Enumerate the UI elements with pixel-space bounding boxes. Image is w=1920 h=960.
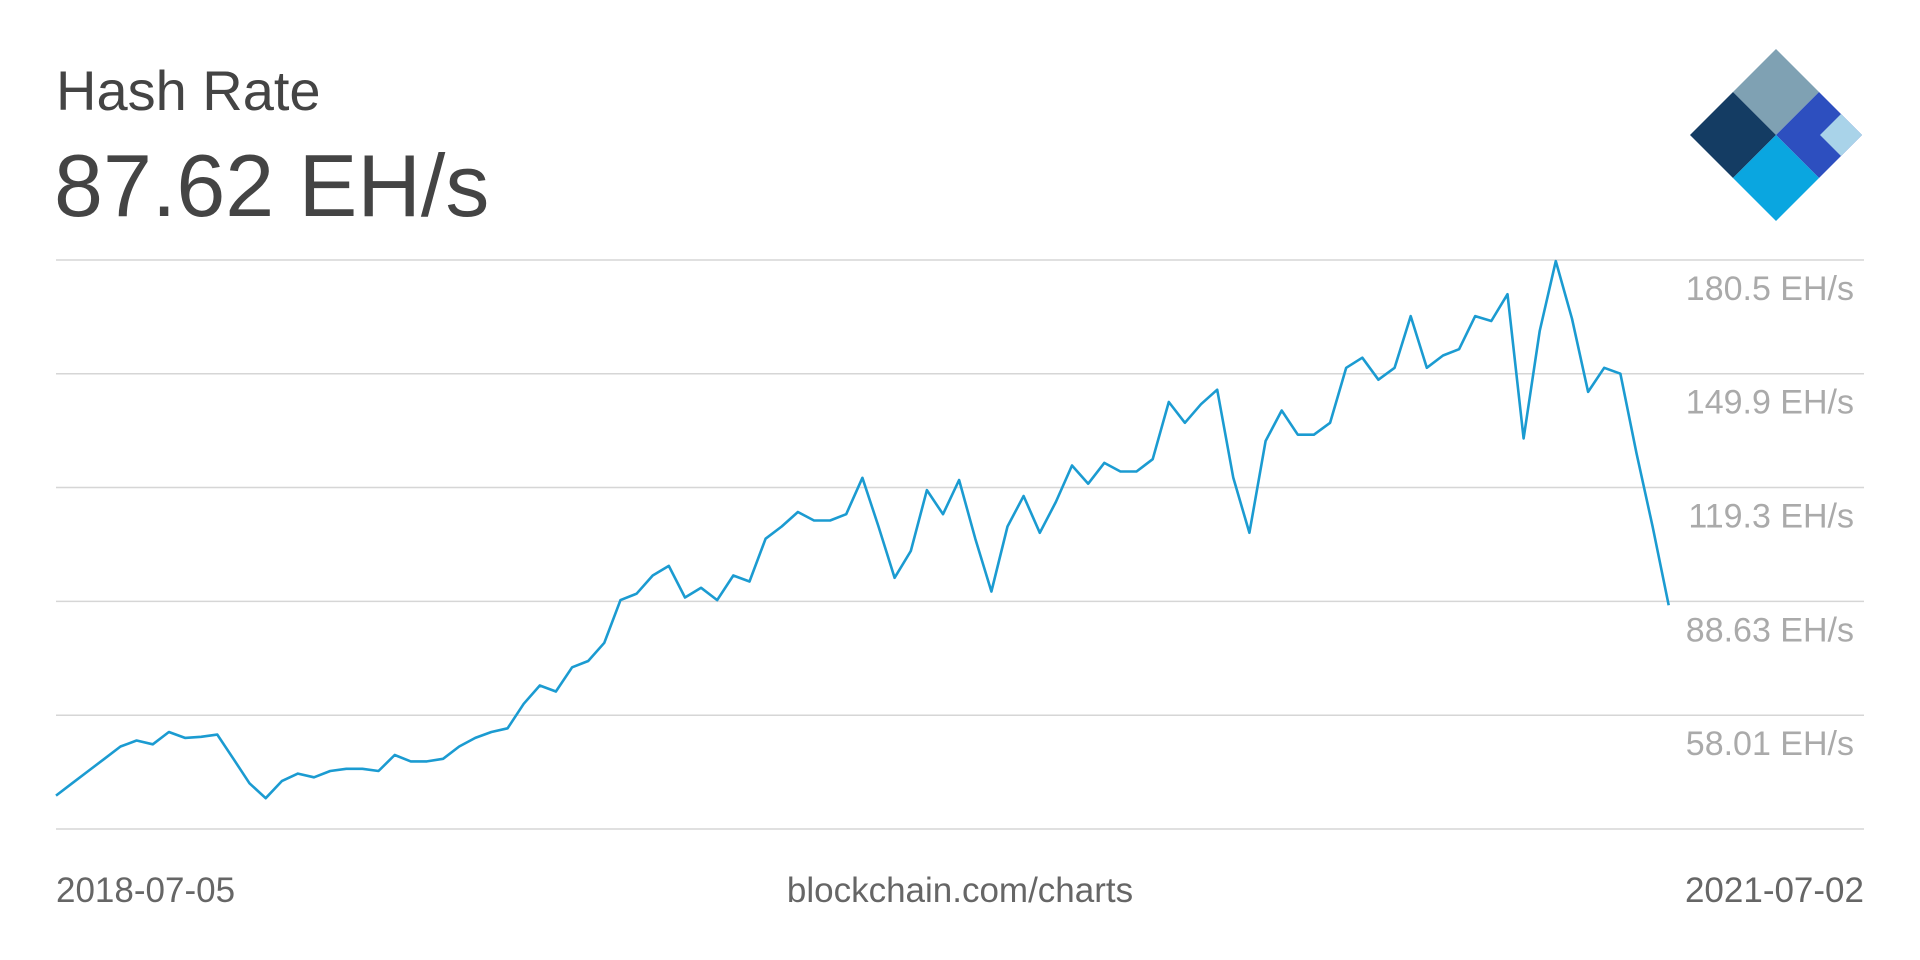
y-tick-label: 149.9 EH/s [1686, 384, 1854, 422]
y-tick-label: 58.01 EH/s [1686, 725, 1854, 763]
data-line [55, 259, 1670, 800]
source: blockchain.com/charts [787, 871, 1133, 910]
logo [1690, 49, 1862, 221]
x-tick-label: 2018-07-05 [56, 871, 235, 910]
x-tick-label: 2021-07-02 [1685, 871, 1864, 910]
chart-title: Hash Rate [56, 59, 321, 122]
y-tick-label: 88.63 EH/s [1686, 611, 1854, 649]
y-tick-label: 180.5 EH/s [1686, 270, 1854, 308]
logo-part [1820, 114, 1862, 156]
current-value: 87.62 EH/s [54, 136, 489, 235]
y-tick-label: 119.3 EH/s [1688, 497, 1854, 535]
logo-part [1733, 135, 1819, 221]
